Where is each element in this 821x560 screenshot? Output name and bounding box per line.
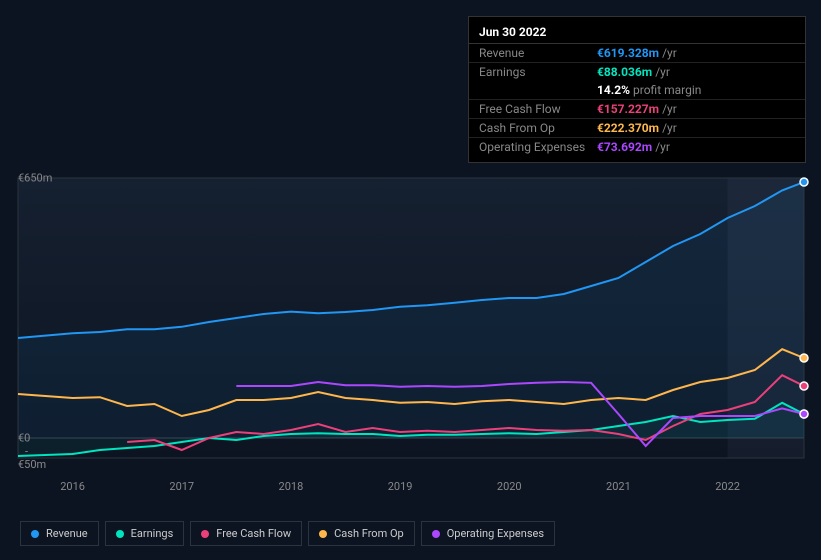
x-tick-label: 2017 — [169, 480, 194, 493]
tooltip-margin-value: 14.2% — [597, 83, 630, 97]
tooltip-row: Earnings€88.036m/yr — [469, 63, 805, 81]
legend-item-fcf[interactable]: Free Cash Flow — [190, 521, 302, 546]
legend-item-cfo[interactable]: Cash From Op — [308, 521, 415, 546]
tooltip-rows-1: Revenue€619.328m/yrEarnings€88.036m/yr — [469, 44, 805, 81]
legend-dot-icon — [319, 530, 327, 538]
legend-item-opex[interactable]: Operating Expenses — [421, 521, 555, 546]
legend-dot-icon — [116, 530, 124, 538]
x-tick-label: 2019 — [388, 480, 413, 493]
legend-label: Earnings — [131, 527, 174, 540]
tooltip-date: Jun 30 2022 — [469, 23, 805, 44]
chart-legend: Revenue Earnings Free Cash Flow Cash From O… — [20, 521, 555, 546]
chart-plot-area[interactable] — [18, 178, 804, 458]
y-tick-label: €0 — [18, 432, 32, 445]
chart-tooltip: Jun 30 2022 Revenue€619.328m/yrEarnings€… — [468, 16, 806, 163]
y-tick-label: -€50m — [18, 445, 32, 471]
tooltip-row: Free Cash Flow€157.227m/yr — [469, 100, 805, 119]
x-tick-label: 2020 — [497, 480, 522, 493]
legend-dot-icon — [201, 530, 209, 538]
tooltip-margin-row: 14.2% profit margin — [469, 81, 805, 100]
y-tick-label: €650m — [18, 172, 32, 185]
x-tick-label: 2022 — [715, 480, 740, 493]
tooltip-row: Cash From Op€222.370m/yr — [469, 119, 805, 138]
legend-label: Cash From Op — [334, 527, 404, 540]
legend-item-earnings[interactable]: Earnings — [105, 521, 185, 546]
legend-label: Free Cash Flow — [216, 527, 291, 540]
x-tick-label: 2021 — [606, 480, 631, 493]
x-tick-label: 2018 — [279, 480, 304, 493]
legend-dot-icon — [31, 530, 39, 538]
x-tick-label: 2016 — [60, 480, 85, 493]
legend-item-revenue[interactable]: Revenue — [20, 521, 99, 546]
legend-label: Revenue — [46, 527, 88, 540]
legend-label: Operating Expenses — [447, 527, 544, 540]
tooltip-row: Operating Expenses€73.692m/yr — [469, 138, 805, 156]
tooltip-row: Revenue€619.328m/yr — [469, 44, 805, 63]
tooltip-rows-2: Free Cash Flow€157.227m/yrCash From Op€2… — [469, 100, 805, 156]
chart-svg — [18, 178, 804, 458]
tooltip-margin-label: profit margin — [633, 83, 701, 97]
legend-dot-icon — [432, 530, 440, 538]
